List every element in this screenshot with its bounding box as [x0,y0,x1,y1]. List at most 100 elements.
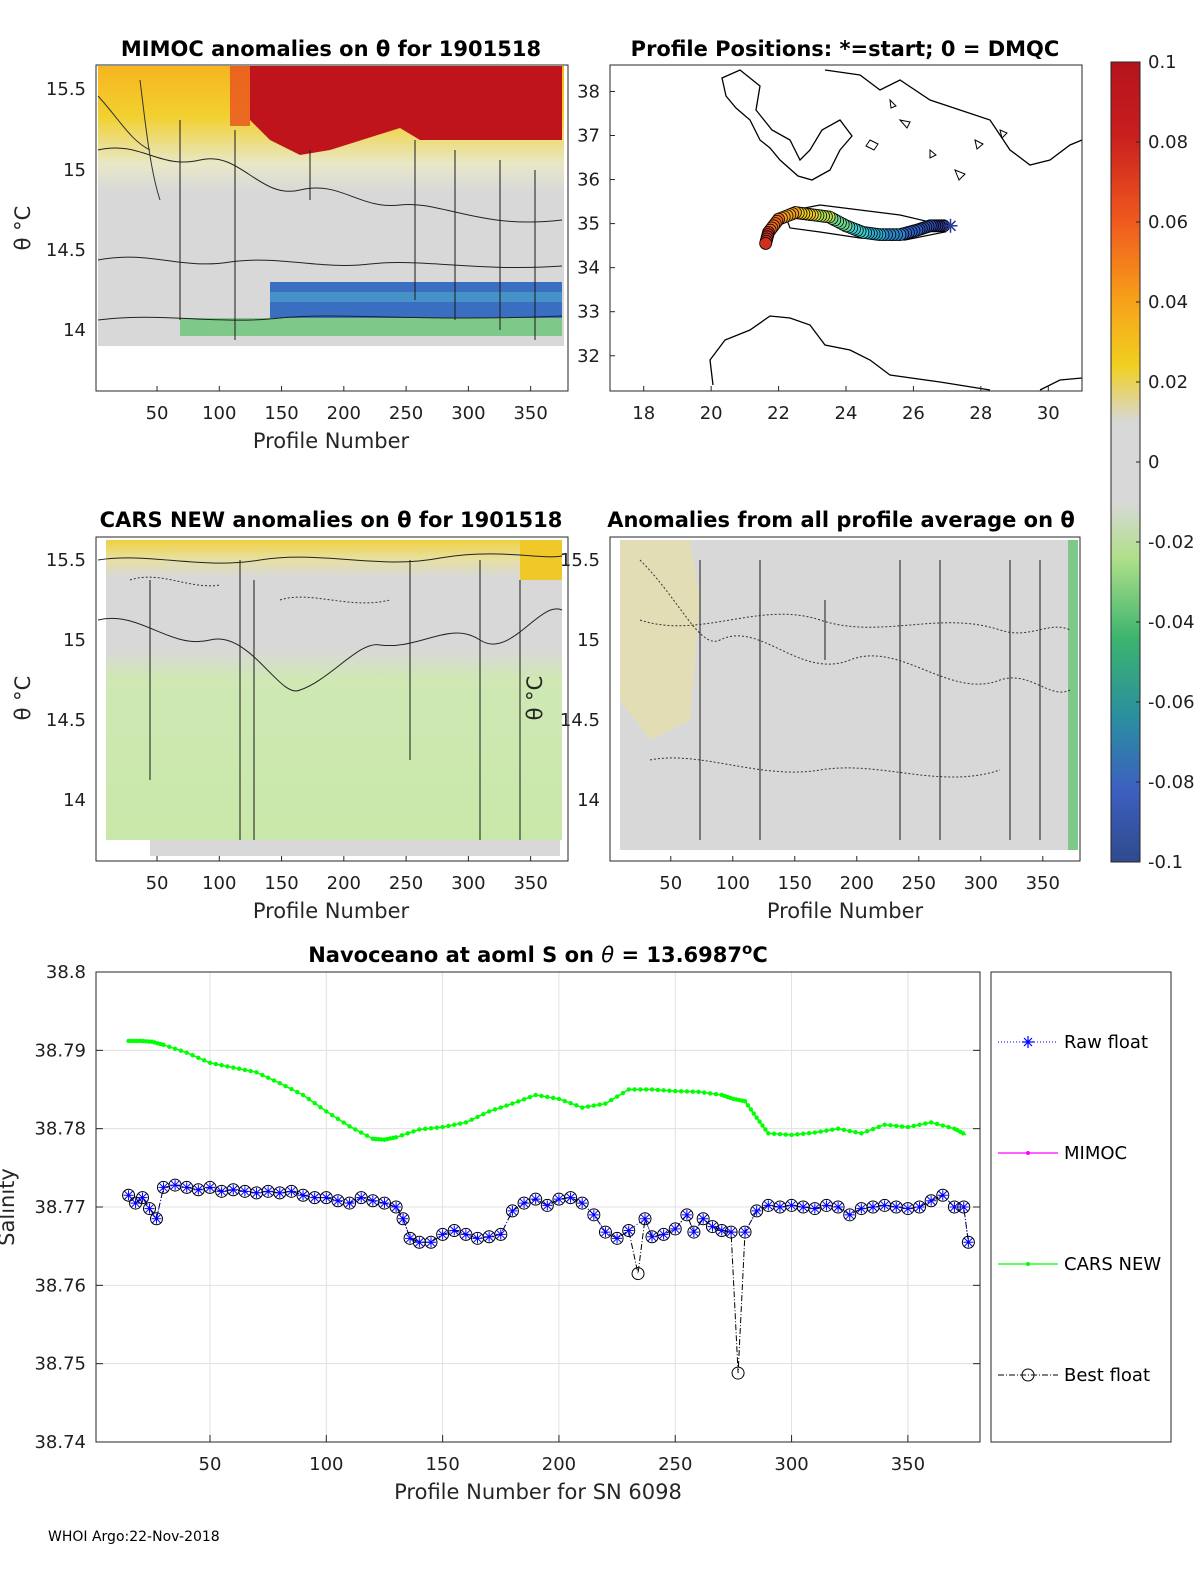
cars-point [864,1129,870,1134]
cars-point [960,1131,966,1136]
cars-point [911,1123,916,1129]
cars-point [475,1114,480,1120]
cars-point [457,1121,463,1126]
cars-point [353,1127,358,1132]
positions-title: Profile Positions: *=start; 0 = DMQC [631,37,1060,61]
allavg-ytick: 14.5 [560,710,600,731]
cars-point [364,1133,370,1138]
x-tick-label: 200 [542,1454,576,1475]
best-float-point [424,1235,438,1249]
raw-float-point [588,1209,599,1220]
cars-point [870,1126,876,1132]
cars-point [742,1099,748,1104]
cars-point [795,1132,800,1137]
best-float-point [447,1224,461,1237]
raw-float-point [670,1223,681,1234]
raw-float-point [740,1227,751,1238]
x-tick-label: 150 [425,1454,459,1475]
legend-item-raw: Raw float [998,1032,1148,1053]
raw-float-point [414,1237,425,1248]
raw-float-point [600,1227,611,1238]
legend-item-mimoc: MIMOC [998,1143,1127,1164]
raw-float-point [170,1180,181,1191]
allavg-ytick: 14 [577,790,600,811]
cars-point [562,1098,567,1104]
cars-point [568,1101,573,1106]
raw-float-point [640,1213,651,1224]
x-tick-label: 200 [327,873,361,894]
cars-point [928,1120,934,1125]
raw-float-point [833,1202,844,1212]
cars-point [632,1087,637,1092]
colorbar-tick-label: -0.06 [1148,692,1195,713]
cars-point [707,1091,713,1096]
raw-float-point [398,1213,409,1224]
colorbar-tick-label: -0.1 [1148,852,1183,873]
x-tick-label: 24 [835,403,858,424]
raw-float-point [698,1213,709,1224]
x-tick-label: 26 [902,403,925,424]
best-float-point [494,1227,508,1241]
x-tick-label: 350 [513,403,547,424]
raw-float-point [405,1233,416,1244]
cars-point [894,1123,899,1129]
cars-point [830,1127,835,1132]
cars-point [231,1065,236,1070]
cars-point [847,1128,852,1134]
raw-float-point [809,1203,820,1214]
legend-label: MIMOC [1064,1143,1127,1164]
best-float-point [738,1225,752,1239]
x-tick-label: 300 [451,873,485,894]
x-tick-label: 250 [902,873,936,894]
best-float-point [687,1225,701,1239]
cars-point [452,1122,457,1127]
cars-point [300,1092,306,1098]
raw-float-point [286,1186,297,1197]
cars-point [946,1124,951,1130]
cars-point [853,1129,858,1135]
cars-point [757,1119,762,1124]
cars-point [771,1131,777,1136]
cars-point [614,1094,620,1099]
x-tick-label: 100 [716,873,750,894]
cars-axes-box [95,536,569,862]
best-float-point [913,1200,927,1214]
raw-float-point [274,1187,285,1198]
cars-point [283,1083,288,1089]
legend-label: Best float [1064,1365,1150,1386]
cars-point [254,1070,259,1075]
raw-float-point [937,1190,948,1201]
cars-point [312,1101,317,1106]
x-tick-label: 350 [1026,873,1060,894]
salinity-title: Navoceano at aoml S on θ = 13.6987oC [308,940,768,967]
cars-point [242,1067,248,1073]
cars-point [696,1089,701,1095]
x-tick-label: 100 [202,403,236,424]
cars-point [271,1078,277,1083]
cars-point [655,1087,661,1093]
cars-point [167,1044,172,1050]
cars-point [289,1086,294,1092]
cars-point [702,1090,707,1095]
cars-point [225,1064,230,1069]
cars-point [440,1124,445,1130]
cars-point [923,1121,928,1126]
cars-point [673,1088,678,1094]
best-float-point [343,1196,357,1210]
cars-point [824,1128,829,1133]
x-tick-label: 300 [964,873,998,894]
cars-point [428,1126,434,1131]
cars-point [766,1131,771,1136]
x-tick-label: 200 [327,403,361,424]
x-tick-label: 300 [451,403,485,424]
cars-point [745,1103,751,1108]
y-tick-label: 32 [577,346,600,367]
colorbar-tick-label: -0.02 [1148,532,1195,553]
raw-float-point [646,1231,657,1242]
raw-float-point [181,1182,192,1193]
cars-point [446,1123,451,1129]
cars-point [812,1130,818,1135]
colorbar-tick-label: 0.08 [1148,132,1188,153]
cars-point [324,1109,329,1114]
cars-point [580,1105,585,1110]
